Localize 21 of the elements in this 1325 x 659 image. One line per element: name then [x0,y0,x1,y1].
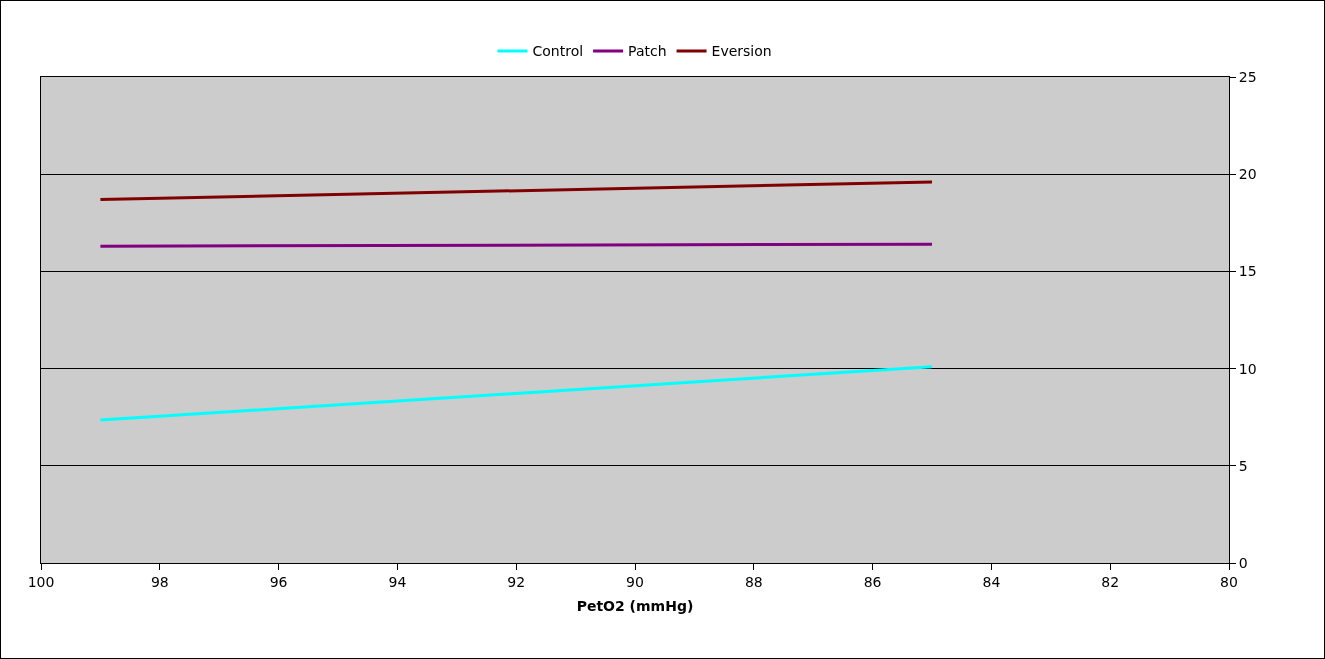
y-tick-label: 0 [1238,554,1248,571]
x-tick-label: 96 [269,573,288,590]
x-tick-label: 84 [982,573,1001,590]
y-tick-label: 5 [1238,457,1248,474]
x-tick-label: 94 [388,573,407,590]
y-tick-label: 25 [1238,68,1257,85]
x-tick-label: 90 [626,573,644,590]
x-axis-title: PetO2 (mmHg) [576,598,694,615]
legend-label: Patch [628,43,667,60]
legend-label: Control [532,43,584,60]
y-tick-label: 15 [1238,263,1257,280]
x-tick-label: 86 [863,573,882,590]
x-tick-label: 100 [27,573,55,590]
legend-label: Eversion [711,43,772,60]
x-tick-label: 80 [1220,573,1238,590]
y-tick-label: 10 [1238,360,1257,377]
x-tick-label: 98 [150,573,169,590]
y-tick-label: 20 [1238,166,1257,183]
x-tick-label: 92 [507,573,526,590]
x-tick-label: 82 [1101,573,1120,590]
x-tick-label: 88 [744,573,763,590]
